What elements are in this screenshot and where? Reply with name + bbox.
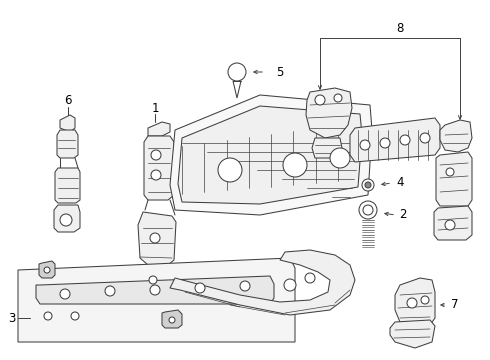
Polygon shape	[144, 136, 174, 200]
Polygon shape	[162, 310, 182, 328]
Circle shape	[445, 220, 455, 230]
Circle shape	[315, 95, 325, 105]
Circle shape	[149, 276, 157, 284]
Circle shape	[380, 138, 390, 148]
Circle shape	[150, 233, 160, 243]
Circle shape	[44, 312, 52, 320]
Circle shape	[151, 150, 161, 160]
Circle shape	[359, 201, 377, 219]
Polygon shape	[350, 118, 440, 162]
Polygon shape	[36, 276, 274, 304]
Polygon shape	[136, 267, 178, 288]
Polygon shape	[170, 250, 355, 315]
Circle shape	[151, 170, 161, 180]
Circle shape	[105, 286, 115, 296]
Circle shape	[407, 298, 417, 308]
Text: 8: 8	[396, 22, 404, 35]
Circle shape	[228, 63, 246, 81]
Polygon shape	[57, 130, 78, 158]
Circle shape	[71, 312, 79, 320]
Circle shape	[240, 281, 250, 291]
Polygon shape	[395, 278, 435, 328]
Circle shape	[363, 205, 373, 215]
Text: 7: 7	[451, 298, 459, 311]
Polygon shape	[54, 205, 80, 232]
Polygon shape	[170, 95, 372, 215]
Text: 2: 2	[399, 208, 407, 221]
Circle shape	[421, 296, 429, 304]
Polygon shape	[233, 81, 241, 98]
Circle shape	[446, 168, 454, 176]
Polygon shape	[39, 261, 55, 278]
Circle shape	[60, 214, 72, 226]
Circle shape	[44, 267, 50, 273]
Circle shape	[365, 182, 371, 188]
Circle shape	[330, 148, 350, 168]
Circle shape	[169, 317, 175, 323]
Polygon shape	[138, 212, 176, 265]
Text: 1: 1	[151, 102, 159, 114]
Polygon shape	[55, 168, 80, 203]
Polygon shape	[60, 115, 75, 132]
Polygon shape	[178, 106, 362, 204]
Circle shape	[150, 285, 160, 295]
Polygon shape	[312, 138, 342, 158]
Text: 6: 6	[64, 94, 72, 107]
Polygon shape	[436, 152, 472, 206]
Polygon shape	[18, 258, 295, 342]
Text: 3: 3	[8, 311, 16, 324]
Circle shape	[362, 179, 374, 191]
Circle shape	[400, 135, 410, 145]
Circle shape	[283, 153, 307, 177]
Polygon shape	[390, 320, 435, 348]
Circle shape	[195, 283, 205, 293]
Circle shape	[218, 158, 242, 182]
Text: 4: 4	[396, 176, 404, 189]
Circle shape	[284, 279, 296, 291]
Polygon shape	[440, 120, 472, 152]
Circle shape	[60, 289, 70, 299]
Polygon shape	[148, 122, 170, 136]
Text: 5: 5	[276, 66, 284, 78]
Circle shape	[360, 140, 370, 150]
Circle shape	[305, 273, 315, 283]
Polygon shape	[306, 88, 352, 138]
Circle shape	[334, 94, 342, 102]
Circle shape	[420, 133, 430, 143]
Polygon shape	[434, 206, 472, 240]
